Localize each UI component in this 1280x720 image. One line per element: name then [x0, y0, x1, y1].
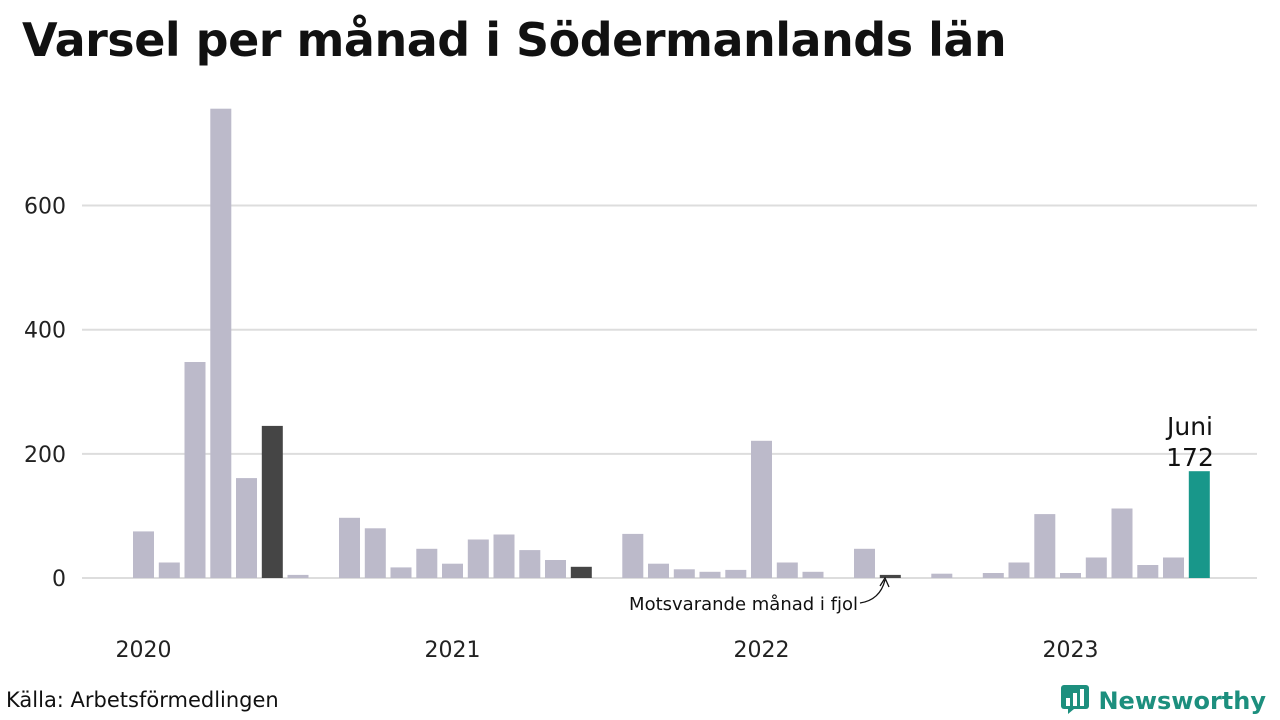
bar-2021-03 [493, 534, 515, 578]
last-year-arrow [859, 579, 886, 604]
bar-2020-09 [339, 517, 360, 578]
bar-2020-11 [390, 567, 412, 578]
bars [133, 108, 1210, 578]
x-tick-label-year: 2021 [425, 638, 481, 663]
bar-2022-12 [1034, 514, 1056, 578]
newsworthy-logo-icon [1060, 684, 1090, 718]
bar-2023-04 [1137, 565, 1159, 578]
bar-2020-04 [210, 108, 232, 578]
bar-2022-10 [982, 573, 1004, 578]
bar-2021-11 [699, 571, 721, 578]
bar-2021-04 [519, 550, 541, 578]
bar-2021-05 [545, 560, 566, 578]
bar-2021-06 [570, 566, 592, 578]
x-tick-label-year: 2023 [1043, 638, 1099, 663]
bar-2023-06 [1188, 471, 1210, 578]
bar-2020-02 [158, 562, 180, 578]
bar-2023-02 [1085, 557, 1107, 578]
brand-name: Newsworthy [1098, 687, 1266, 715]
bar-2021-12 [725, 569, 747, 578]
bar-2021-01 [442, 563, 463, 578]
x-tick-label-year: 2022 [734, 638, 790, 663]
bar-2022-01 [751, 440, 772, 578]
bar-2020-06 [261, 425, 283, 578]
bar-2020-03 [184, 362, 206, 578]
bar-2020-07 [287, 574, 309, 578]
bar-2023-03 [1111, 508, 1133, 578]
bar-2022-02 [776, 562, 798, 578]
last-year-arrowhead [879, 576, 890, 588]
bar-2020-01 [133, 531, 154, 578]
source-note: Källa: Arbetsförmedlingen [6, 688, 279, 712]
current-month-label: Juni [1165, 412, 1213, 441]
x-axis-year-labels: 2020 2021 2022 2023 [116, 638, 1099, 663]
bar-2023-05 [1163, 557, 1184, 578]
gridlines [82, 204, 1257, 579]
y-tick-label: 200 [24, 443, 66, 468]
bar-2022-03 [802, 571, 824, 578]
bar-2020-05 [236, 478, 257, 578]
y-tick-label: 400 [24, 319, 66, 344]
bar-2021-08 [622, 533, 644, 578]
chart-title: Varsel per månad i Södermanlands län [22, 13, 1007, 67]
annotations: Juni 172 Motsvarande månad i fjol [629, 412, 1214, 615]
brand: Newsworthy [1060, 684, 1266, 718]
bar-2021-10 [673, 569, 695, 578]
bar-2021-02 [467, 539, 489, 578]
y-tick-label: 0 [52, 567, 66, 592]
bar-2022-05 [854, 548, 875, 578]
bar-2020-12 [416, 548, 438, 578]
bar-2022-08 [931, 573, 953, 578]
bar-2023-01 [1060, 573, 1081, 578]
bar-2020-10 [364, 528, 386, 578]
current-value-label: 172 [1166, 443, 1214, 472]
bar-2022-06 [879, 574, 901, 578]
x-tick-label-year: 2020 [116, 638, 172, 663]
y-tick-label: 600 [24, 195, 66, 220]
bar-2022-11 [1008, 562, 1030, 578]
last-year-note: Motsvarande månad i fjol [629, 594, 858, 615]
bar-2021-09 [648, 563, 669, 578]
y-axis-ticks: 0 200 400 600 [24, 195, 66, 592]
